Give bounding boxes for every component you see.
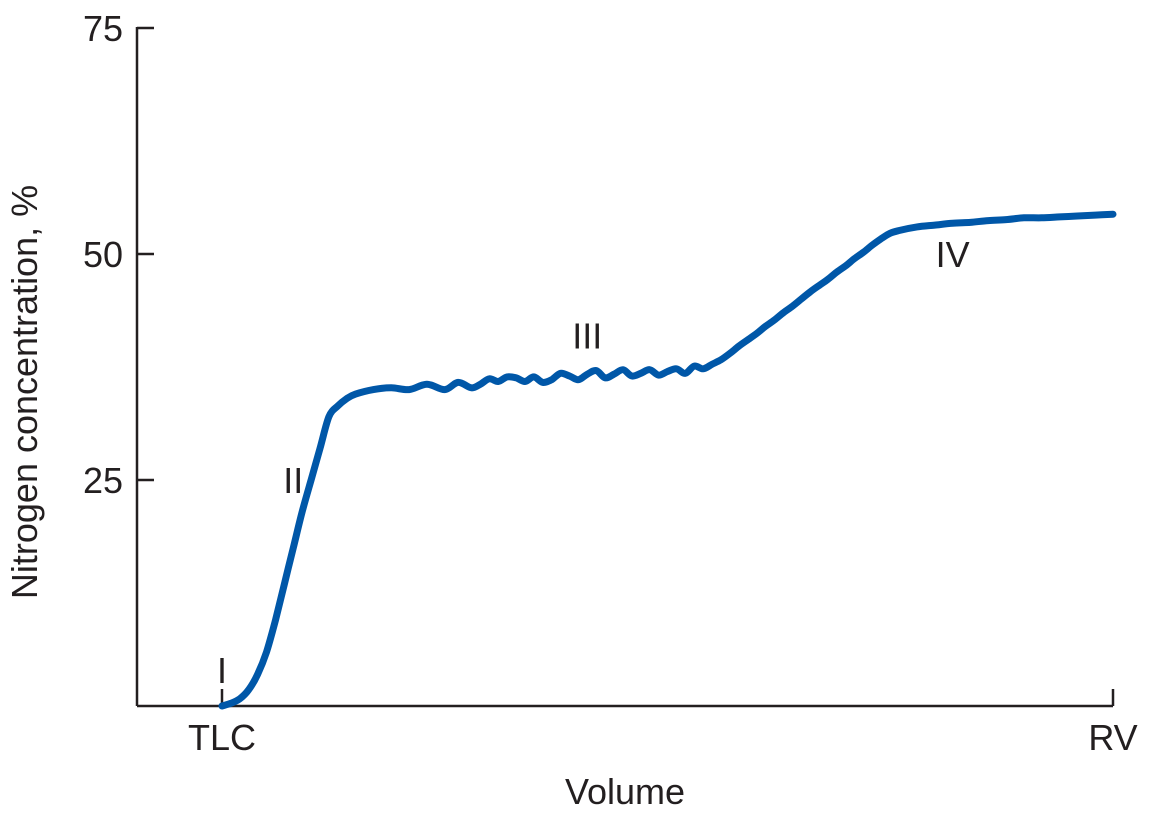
phase-label: IV bbox=[936, 234, 970, 275]
phase-label: I bbox=[217, 650, 227, 691]
axes bbox=[135, 27, 1113, 708]
x-axis-title: Volume bbox=[565, 771, 685, 812]
x-tick-label: TLC bbox=[188, 717, 256, 758]
y-tick-label: 50 bbox=[83, 234, 123, 275]
y-tick-label: 25 bbox=[83, 460, 123, 501]
x-tick-label: RV bbox=[1088, 717, 1137, 758]
y-axis-title: Nitrogen concentration, % bbox=[4, 185, 45, 599]
x-ticks: TLC RV bbox=[188, 689, 1138, 758]
nitrogen-curve bbox=[218, 210, 1117, 710]
y-ticks: 25 50 75 bbox=[83, 8, 154, 501]
phase-label: III bbox=[572, 315, 602, 356]
phase-label: II bbox=[283, 460, 303, 501]
y-tick-label: 75 bbox=[83, 8, 123, 49]
